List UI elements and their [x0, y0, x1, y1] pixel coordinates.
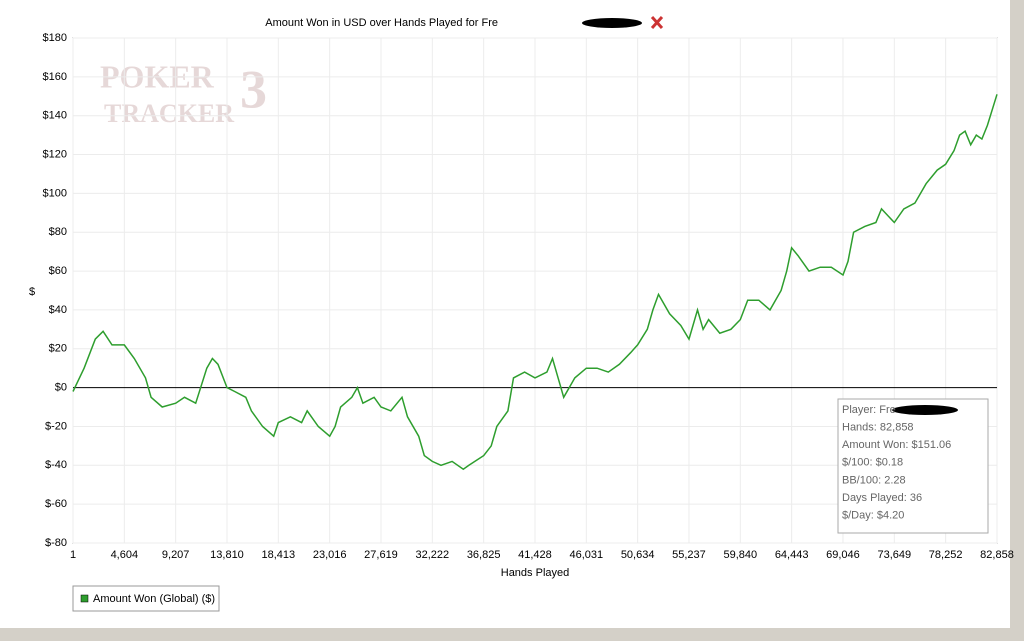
close-icon[interactable] [650, 15, 664, 30]
legend-swatch [80, 594, 89, 603]
x-tick-label: 9,207 [162, 549, 190, 561]
y-tick-label: $160 [43, 71, 67, 83]
x-tick-label: 59,840 [723, 549, 757, 561]
x-tick-label: 18,413 [261, 549, 295, 561]
x-tick-label: 36,825 [467, 549, 501, 561]
y-tick-label: $120 [43, 148, 67, 160]
y-axis-label: $ [29, 286, 35, 298]
x-tick-label: 41,428 [518, 549, 552, 561]
info-line: Hands: 82,858 [842, 422, 914, 434]
y-tick-label: $-80 [45, 537, 67, 549]
x-tick-label: 27,619 [364, 549, 398, 561]
x-tick-label: 64,443 [775, 549, 809, 561]
y-tick-label: $140 [43, 110, 67, 122]
info-line: $/100: $0.18 [842, 457, 903, 469]
y-tick-label: $-60 [45, 498, 67, 510]
x-tick-label: 50,634 [621, 549, 655, 561]
y-tick-label: $-40 [45, 459, 67, 471]
x-tick-label: 73,649 [877, 549, 911, 561]
x-tick-label: 55,237 [672, 549, 706, 561]
x-tick-label: 13,810 [210, 549, 244, 561]
info-line: Player: Fre [842, 404, 896, 416]
info-line: $/Day: $4.20 [842, 510, 904, 522]
redaction [582, 18, 642, 28]
x-tick-label: 46,031 [569, 549, 603, 561]
x-tick-label: 23,016 [313, 549, 347, 561]
x-tick-label: 69,046 [826, 549, 860, 561]
info-line: Days Played: 36 [842, 492, 922, 504]
legend [72, 585, 220, 612]
y-tick-label: $100 [43, 187, 67, 199]
x-tick-label: 78,252 [929, 549, 963, 561]
redaction [892, 405, 958, 415]
data-line [72, 94, 998, 471]
x-tick-label: 32,222 [415, 549, 449, 561]
info-line: Amount Won: $151.06 [842, 439, 951, 451]
x-tick-label: 1 [70, 549, 76, 561]
y-tick-label: $80 [49, 226, 67, 238]
y-tick-label: $20 [49, 343, 67, 355]
watermark: TRACKER [104, 99, 234, 128]
watermark: 3 [240, 59, 267, 119]
watermark: POKER [100, 58, 215, 94]
x-tick-label: 4,604 [111, 549, 139, 561]
y-tick-label: $180 [43, 32, 67, 44]
legend-label: Amount Won (Global) ($) [93, 593, 215, 605]
x-axis-label: Hands Played [501, 567, 570, 579]
y-tick-label: $0 [55, 382, 67, 394]
info-box [837, 398, 989, 534]
x-tick-label: 82,858 [980, 549, 1014, 561]
y-tick-label: $-20 [45, 420, 67, 432]
info-line: BB/100: 2.28 [842, 474, 906, 486]
chart-title: Amount Won in USD over Hands Played for … [265, 17, 498, 29]
y-tick-label: $40 [49, 304, 67, 316]
y-tick-label: $60 [49, 265, 67, 277]
